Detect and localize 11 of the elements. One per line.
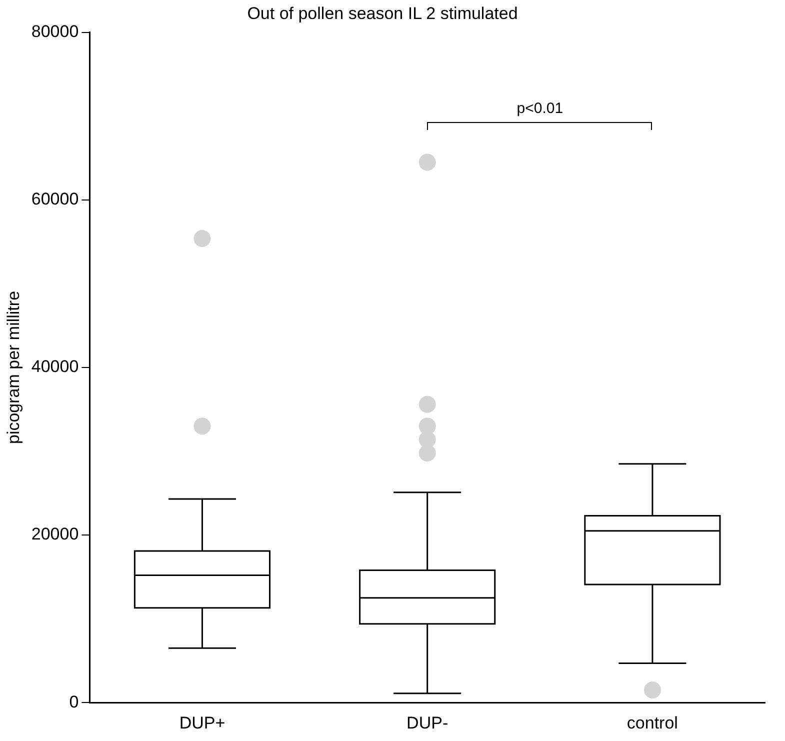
annotation: p<0.01	[516, 100, 564, 118]
y-tick-label: 60000	[31, 190, 79, 209]
y-axis-title: picogram per millitre	[4, 290, 23, 444]
y-tick-label: 80000	[31, 22, 79, 42]
y-tick-label: 40000	[31, 357, 79, 376]
x-tick-label: control	[626, 713, 678, 732]
y-tick-label: 20000	[31, 524, 79, 544]
chart-title: Out of pollen season IL 2 stimulated	[247, 4, 518, 23]
x-tick-label: DUP+	[179, 713, 226, 732]
y-tick-label: 0	[69, 692, 79, 712]
x-tick-label: DUP-	[406, 713, 448, 732]
